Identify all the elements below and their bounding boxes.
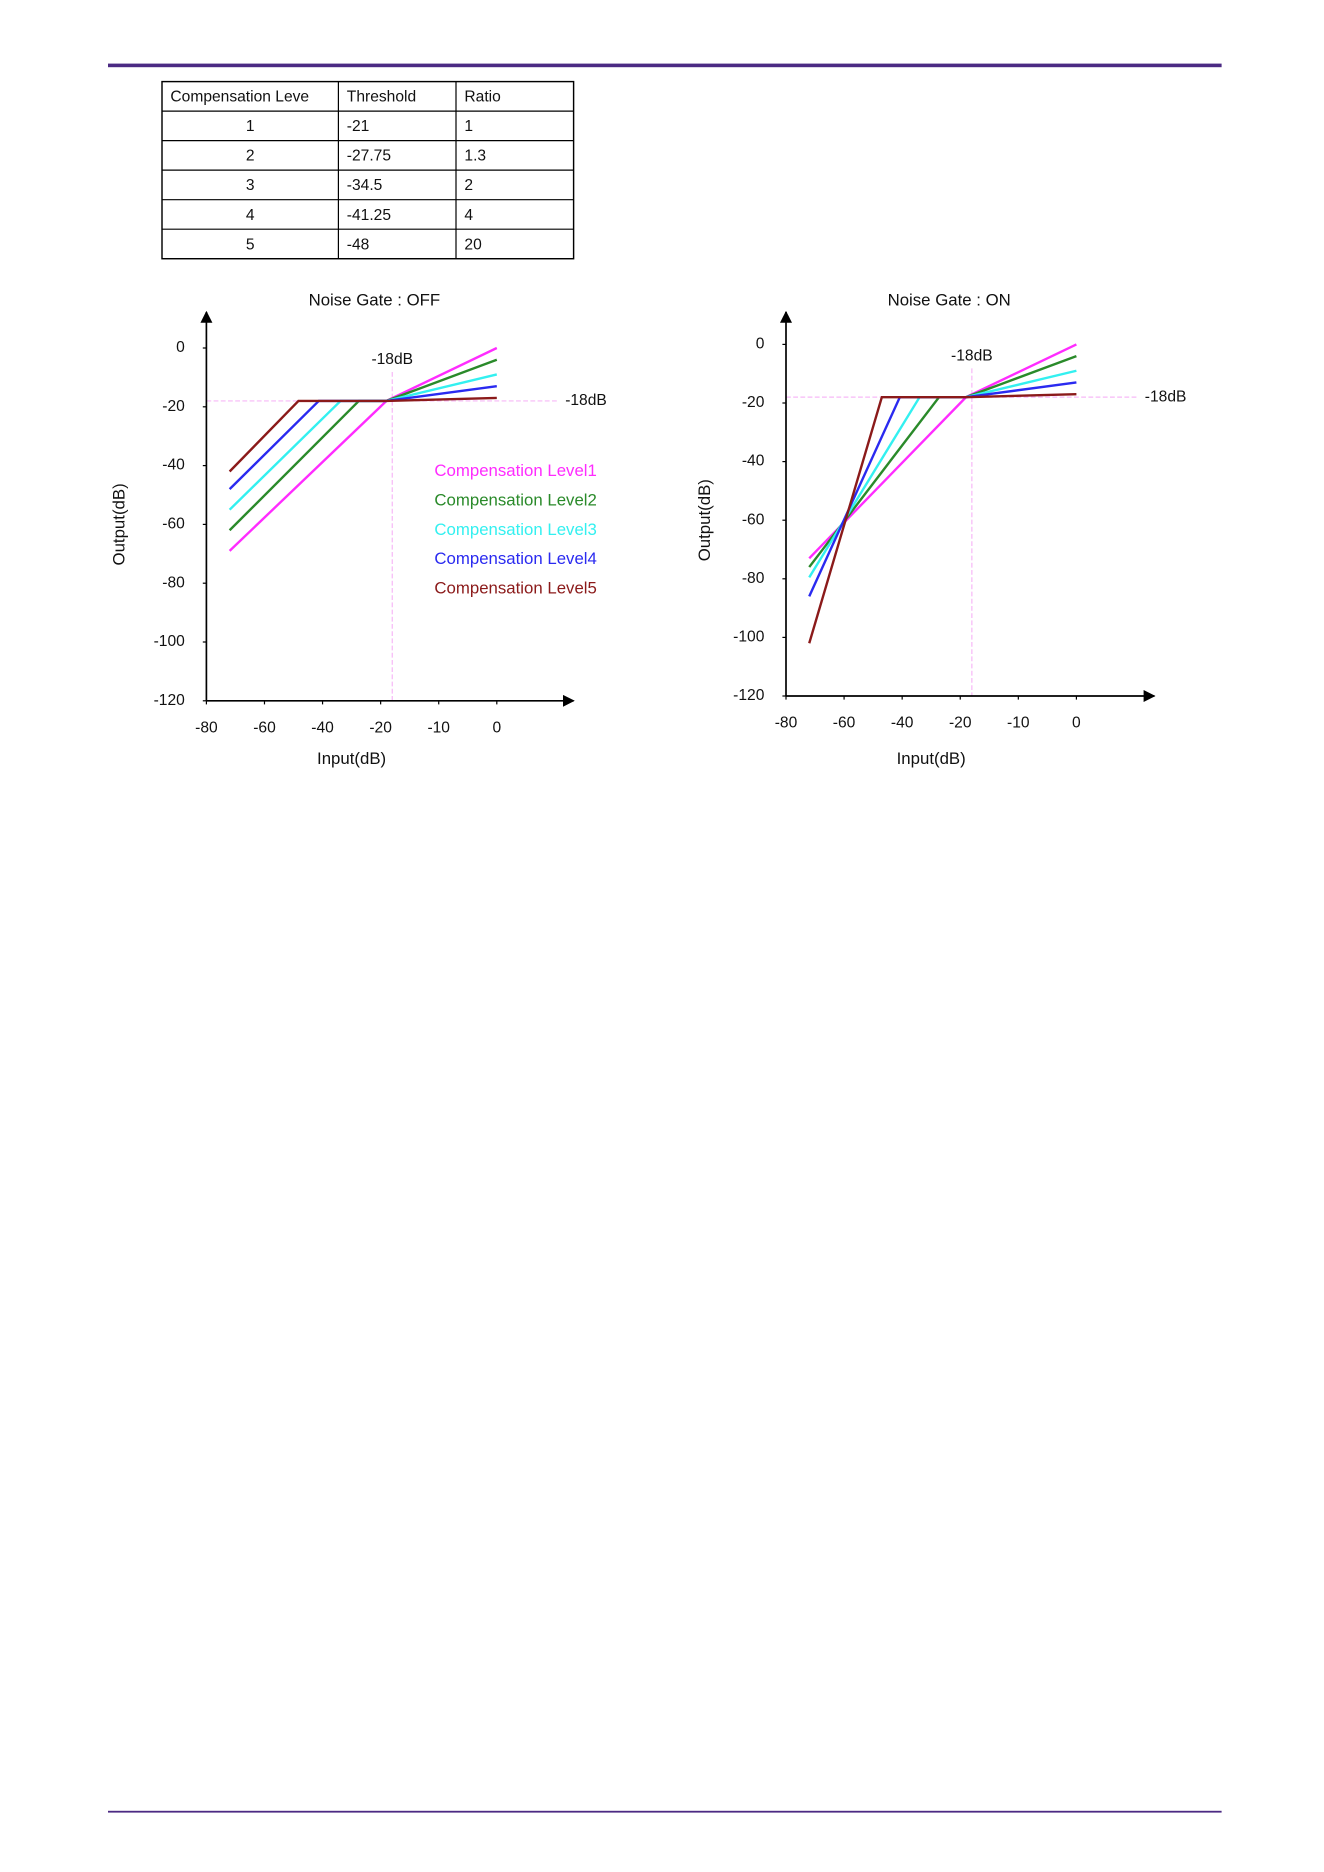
x-tick-label: -20 [369, 720, 392, 737]
y-tick-label: 0 [176, 339, 185, 356]
y-tick-label: -80 [162, 574, 185, 591]
y-tick-label: -40 [162, 457, 185, 474]
x-tick-label: 0 [492, 720, 501, 737]
chart-title: Noise Gate : ON [888, 291, 1011, 310]
chart-title: Noise Gate : OFF [309, 291, 441, 310]
table-cell: 2 [246, 148, 255, 165]
y-axis-label: Output(dB) [695, 479, 714, 561]
x-tick-label: -40 [311, 720, 334, 737]
table-cell: 1 [246, 118, 255, 135]
legend-entry: Compensation Level4 [434, 549, 596, 568]
y-tick-label: -100 [733, 629, 765, 646]
reference-label: -18dB [1145, 388, 1187, 405]
table-cell: -48 [347, 236, 370, 253]
y-tick-label: -60 [162, 516, 185, 533]
table-cell: -41.25 [347, 207, 392, 224]
table-cell: 5 [246, 236, 255, 253]
y-tick-label: -20 [162, 398, 185, 415]
table-cell: 1 [464, 118, 473, 135]
y-tick-label: -120 [154, 692, 186, 709]
y-tick-label: -20 [742, 394, 765, 411]
table-header-cell: Threshold [347, 89, 416, 106]
legend-entry: Compensation Level2 [434, 490, 596, 509]
x-tick-label: -60 [253, 720, 276, 737]
table-header-cell: Compensation Leve [170, 89, 309, 106]
table-cell: -34.5 [347, 177, 383, 194]
table-cell: -27.75 [347, 148, 392, 165]
table-header-cell: Ratio [464, 89, 501, 106]
header-rule [108, 63, 1222, 68]
reference-label: -18dB [565, 392, 607, 409]
y-tick-label: 0 [756, 336, 765, 353]
reference-label: -18dB [371, 351, 413, 368]
legend-entry: Compensation Level1 [434, 461, 596, 480]
series-line [228, 396, 497, 473]
table-cell: 4 [246, 207, 255, 224]
series-line [808, 343, 1077, 560]
x-tick-label: -40 [891, 715, 914, 732]
x-tick-label: -80 [195, 720, 218, 737]
x-tick-label: -60 [833, 715, 856, 732]
y-tick-label: -80 [742, 570, 765, 587]
x-tick-label: -10 [1007, 715, 1030, 732]
table-cell: 4 [464, 207, 473, 224]
table-cell: -21 [347, 118, 370, 135]
table-cell: 3 [246, 177, 255, 194]
reference-label: -18dB [951, 348, 993, 365]
y-tick-label: -60 [742, 511, 765, 528]
x-tick-label: 0 [1072, 715, 1081, 732]
legend-entry: Compensation Level3 [434, 520, 596, 539]
series-line [808, 393, 1077, 644]
y-tick-label: -100 [154, 633, 186, 650]
y-tick-label: -40 [742, 453, 765, 470]
y-axis-label: Output(dB) [109, 483, 128, 565]
table-cell: 1.3 [464, 148, 486, 165]
x-tick-label: -10 [427, 720, 450, 737]
x-tick-label: -80 [775, 715, 798, 732]
series-line [808, 369, 1077, 578]
series-line [808, 381, 1077, 597]
table-cell: 2 [464, 177, 473, 194]
x-axis-label: Input(dB) [897, 749, 966, 768]
footer-rule [108, 1810, 1222, 1813]
y-tick-label: -120 [733, 687, 765, 704]
table-cell: 20 [464, 236, 482, 253]
x-axis-label: Input(dB) [317, 749, 386, 768]
legend-entry: Compensation Level5 [434, 579, 596, 598]
x-tick-label: -20 [949, 715, 972, 732]
